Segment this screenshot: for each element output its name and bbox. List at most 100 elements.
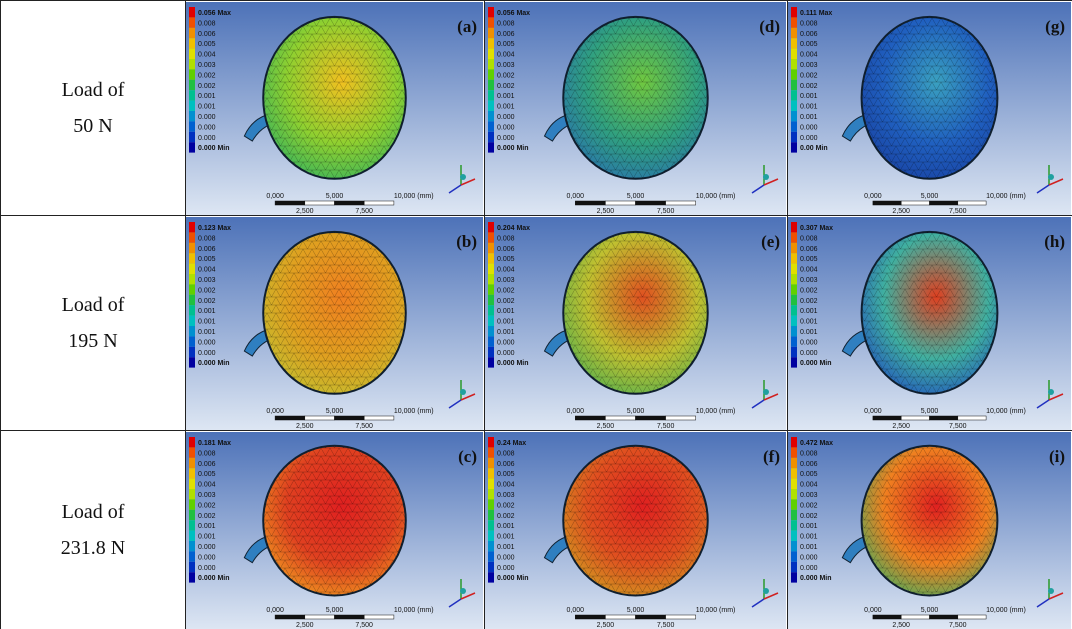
scale-label: 7,500 xyxy=(949,622,967,629)
legend-swatch xyxy=(791,284,797,294)
legend-swatch xyxy=(189,121,195,131)
legend-swatch xyxy=(189,242,195,252)
legend-label: 0.000 xyxy=(497,339,515,346)
legend-label: 0.006 xyxy=(198,30,216,37)
panel-cell: 0.307 Max0.0080.0060.0050.0040.0030.0020… xyxy=(788,216,1072,431)
legend-label: 0.005 xyxy=(800,256,818,263)
legend-swatch xyxy=(488,142,494,152)
legend-label: 0.004 xyxy=(198,266,216,273)
legend-swatch xyxy=(189,315,195,325)
row-label-cell: Load of231.8 N xyxy=(1,431,186,629)
legend-label: 0.001 xyxy=(198,308,216,315)
legend-swatch xyxy=(791,242,797,252)
legend-swatch xyxy=(791,520,797,530)
legend-swatch xyxy=(791,336,797,346)
legend-swatch xyxy=(791,131,797,141)
scale-label: 0,000 xyxy=(266,408,284,415)
panel-tag: (c) xyxy=(458,447,477,466)
legend-swatch xyxy=(488,48,494,58)
legend-swatch xyxy=(791,572,797,582)
panel-cell: 0.181 Max0.0080.0060.0050.0040.0030.0020… xyxy=(186,431,485,629)
legend-label: 0.000 xyxy=(497,114,515,121)
fruit-mesh xyxy=(862,445,998,595)
legend-label: 0.003 xyxy=(198,62,216,69)
legend-swatch xyxy=(791,357,797,367)
legend-swatch xyxy=(189,69,195,79)
axis-origin xyxy=(1048,588,1054,594)
legend-label: 0.001 xyxy=(800,103,818,110)
legend-swatch xyxy=(189,38,195,48)
legend-label: 0.000 xyxy=(198,114,216,121)
row-label-cell: Load of50 N xyxy=(1,1,186,216)
axis-origin xyxy=(460,588,466,594)
legend-label: 0.006 xyxy=(800,30,818,37)
scale-bar xyxy=(666,416,696,420)
legend-label: 0.001 xyxy=(497,308,515,315)
row-label: 50 N xyxy=(1,108,185,144)
legend-label: 0.008 xyxy=(198,20,216,27)
legend-label: 0.000 Min xyxy=(198,145,230,152)
legend-label: 0.008 xyxy=(497,235,515,242)
fruit-mesh xyxy=(563,231,707,393)
panel-tag: (e) xyxy=(761,232,780,251)
legend-label: 0.002 xyxy=(800,512,818,519)
legend-swatch xyxy=(791,468,797,478)
legend-swatch xyxy=(791,48,797,58)
legend-swatch xyxy=(791,489,797,499)
legend-label: 0.003 xyxy=(497,277,515,284)
legend-label: 0.24 Max xyxy=(497,440,526,447)
scale-bar xyxy=(335,416,365,420)
legend-label: 0.001 xyxy=(198,533,216,540)
scale-bar xyxy=(335,615,365,619)
legend-label: 0.000 xyxy=(497,124,515,131)
legend-label: 0.001 xyxy=(198,523,216,530)
legend-swatch xyxy=(189,142,195,152)
scale-label: 10,000 (mm) xyxy=(394,408,434,415)
axis-origin xyxy=(460,174,466,180)
scale-bar xyxy=(364,201,394,205)
scale-label: 7,500 xyxy=(355,423,373,430)
legend-label: 0.002 xyxy=(497,72,515,79)
legend-swatch xyxy=(189,457,195,467)
legend-swatch xyxy=(791,326,797,336)
legend-swatch xyxy=(488,59,494,69)
legend-label: 0.000 xyxy=(198,564,216,571)
scale-label: 10,000 (mm) xyxy=(696,408,736,415)
panel-cell: 0.056 Max0.0080.0060.0050.0040.0030.0020… xyxy=(485,1,788,216)
legend-label: 0.003 xyxy=(497,492,515,499)
legend-swatch xyxy=(488,520,494,530)
scale-label: 10,000 (mm) xyxy=(394,607,434,614)
legend-label: 0.002 xyxy=(497,512,515,519)
legend-label: 0.003 xyxy=(497,62,515,69)
scale-bar xyxy=(958,201,986,205)
legend-swatch xyxy=(488,478,494,488)
legend-label: 0.001 xyxy=(800,523,818,530)
legend-swatch xyxy=(488,326,494,336)
axis-origin xyxy=(763,588,769,594)
legend-label: 0.000 xyxy=(800,124,818,131)
legend-swatch xyxy=(791,305,797,315)
legend-swatch xyxy=(488,131,494,141)
axis-origin xyxy=(460,389,466,395)
scale-label: 10,000 (mm) xyxy=(986,193,1026,200)
legend-label: 0.008 xyxy=(198,235,216,242)
legend-label: 0.307 Max xyxy=(800,225,833,232)
scale-label: 2,500 xyxy=(892,622,910,629)
legend-label: 0.056 Max xyxy=(497,10,530,17)
legend-swatch xyxy=(488,284,494,294)
legend-label: 0.204 Max xyxy=(497,225,530,232)
legend-swatch xyxy=(189,274,195,284)
axis-origin xyxy=(763,389,769,395)
panel-cell: 0.472 Max0.0080.0060.0050.0040.0030.0020… xyxy=(788,431,1072,629)
legend-label: 0.003 xyxy=(800,492,818,499)
scale-bar xyxy=(305,615,335,619)
legend-swatch xyxy=(488,336,494,346)
legend-swatch xyxy=(488,541,494,551)
legend-swatch xyxy=(189,561,195,571)
scale-label: 0,000 xyxy=(864,607,882,614)
scale-bar xyxy=(275,201,305,205)
legend-label: 0.003 xyxy=(198,492,216,499)
scale-bar xyxy=(335,201,365,205)
legend-swatch xyxy=(488,551,494,561)
